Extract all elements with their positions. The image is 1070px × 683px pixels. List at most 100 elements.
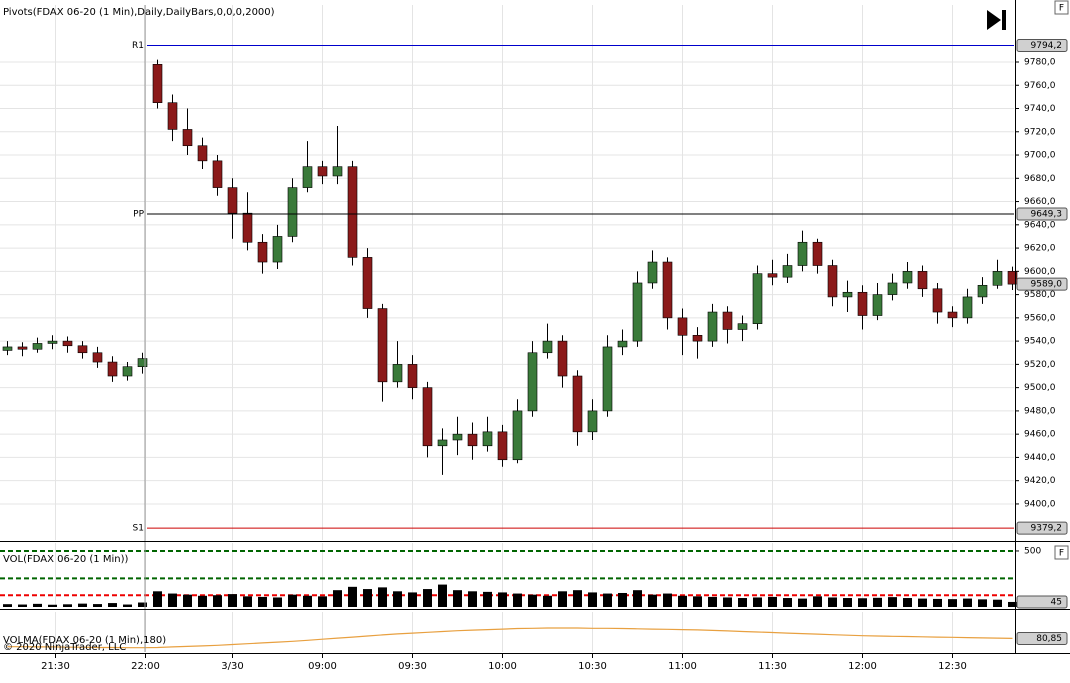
candle-body [122, 366, 133, 377]
y-tick-label: 9420,0 [1024, 476, 1056, 486]
volume-bar [138, 602, 147, 607]
y-tick-label: 9560,0 [1024, 313, 1056, 323]
candle-body [932, 288, 943, 313]
candle-body [962, 296, 973, 319]
y-tick-label: 9600,0 [1024, 267, 1056, 277]
candle-body [527, 352, 538, 412]
candle-body [587, 410, 598, 433]
volume-bar [108, 603, 117, 607]
volume-bar [228, 594, 237, 607]
value-tag-label: 9794,2 [1031, 41, 1063, 51]
candle-body [647, 261, 658, 284]
candle-body [332, 166, 343, 177]
candle-body [782, 265, 793, 278]
volume-bar [438, 584, 447, 607]
volume-bar [48, 604, 57, 607]
volume-bar [378, 587, 387, 607]
value-tag [1016, 207, 1068, 221]
play-icon[interactable] [987, 10, 1001, 30]
candle-body [902, 271, 913, 284]
volume-bar [573, 590, 582, 607]
x-tick-label: 10:00 [488, 661, 517, 672]
value-tag [1016, 595, 1068, 609]
value-tag [1016, 38, 1068, 52]
candle-body [632, 282, 643, 342]
volume-bar [423, 589, 432, 607]
volume-bar [303, 595, 312, 607]
volume-bar [858, 598, 867, 607]
candle-body [287, 187, 298, 237]
candle-body [32, 343, 43, 350]
volume-bar [843, 598, 852, 607]
volume-bar [183, 594, 192, 607]
panel-button-label[interactable]: F [1059, 549, 1064, 559]
candle-body [677, 317, 688, 336]
volume-bar [93, 604, 102, 607]
volume-bar [1008, 601, 1017, 607]
volume-bar [588, 592, 597, 607]
candle-body [752, 273, 763, 324]
x-tick-label: 09:30 [398, 661, 427, 672]
volma-line [7, 627, 1013, 649]
y-tick-label: 9640,0 [1024, 220, 1056, 230]
volma-panel-title: VOLMA(FDAX 06-20 (1 Min),180) [3, 635, 166, 646]
candle-body [497, 431, 508, 461]
candle-body [557, 340, 568, 377]
volume-bar [168, 593, 177, 607]
candle-body [182, 129, 193, 147]
candle-body [827, 265, 838, 298]
volume-bar [618, 592, 627, 607]
volume-bar [33, 603, 42, 607]
candle-body [2, 346, 13, 351]
candle-body [692, 335, 703, 342]
y-tick-label: 9580,0 [1024, 290, 1056, 300]
panel-button[interactable] [1054, 0, 1069, 15]
panel-button[interactable] [1054, 545, 1069, 560]
candle-body [62, 340, 73, 347]
volume-bar [753, 597, 762, 607]
volume-bar [63, 604, 72, 607]
price-panel-title: Pivots(FDAX 06-20 (1 Min),Daily,DailyBar… [3, 7, 275, 18]
candle-body [17, 346, 28, 350]
volume-bar [933, 598, 942, 607]
y-tick-label: 9620,0 [1024, 244, 1056, 254]
candle-body [362, 257, 373, 309]
volume-bar [978, 599, 987, 607]
candle-body [572, 375, 583, 433]
volume-bar [888, 597, 897, 607]
candle-body [347, 166, 358, 258]
value-tag [1016, 521, 1068, 535]
volume-bar [453, 590, 462, 607]
value-tag-label: 9379,2 [1031, 524, 1063, 534]
marks [0, 44, 1018, 649]
y-tick-label: 9660,0 [1024, 197, 1056, 207]
volume-bar [543, 595, 552, 607]
candle-body [257, 241, 268, 263]
volume-bar [483, 591, 492, 607]
volume-bar [363, 589, 372, 607]
volume-bar [123, 604, 132, 607]
volume-bar [468, 591, 477, 607]
candle-body [707, 311, 718, 342]
value-tag-label: 80,85 [1036, 634, 1062, 644]
candle-body [1007, 271, 1018, 285]
candle-body [602, 346, 613, 412]
value-tag-label: 45 [1051, 597, 1062, 607]
candle-body [842, 291, 853, 298]
x-tick-label: 3/30 [221, 661, 243, 672]
candle-body [452, 433, 463, 441]
candle-body [512, 410, 523, 461]
candle-body [482, 431, 493, 447]
volume-bar [828, 597, 837, 607]
y-tick-label: 9400,0 [1024, 499, 1056, 509]
panel-button-label[interactable]: F [1059, 4, 1064, 14]
volume-bar [498, 592, 507, 607]
play-button[interactable] [987, 10, 1006, 30]
candle-body [377, 308, 388, 383]
play-icon-bar[interactable] [1002, 10, 1006, 30]
candle-body [137, 358, 148, 368]
candle-body [797, 241, 808, 266]
y-tick-label: 9700,0 [1024, 151, 1056, 161]
candle-body [887, 282, 898, 295]
